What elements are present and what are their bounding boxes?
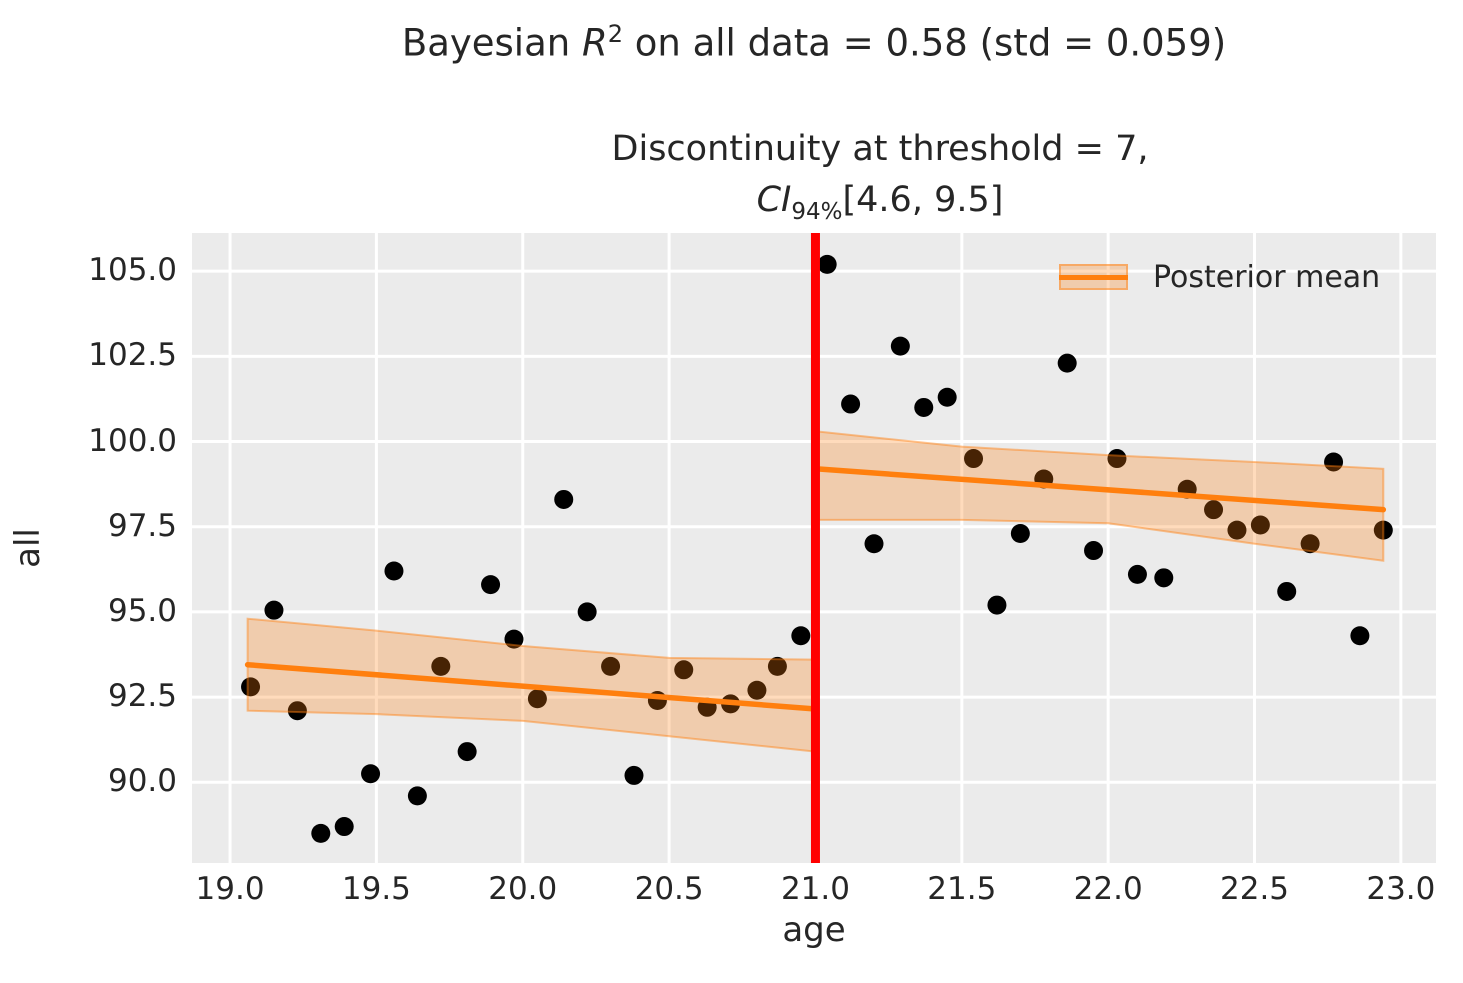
scatter-point	[264, 600, 284, 620]
scatter-point	[841, 394, 861, 414]
scatter-point	[334, 817, 354, 837]
scatter-point	[964, 449, 984, 469]
legend-band-swatch	[1059, 264, 1128, 290]
x-tick-label: 19.0	[195, 871, 265, 907]
legend-label: Posterior mean	[1153, 259, 1381, 295]
scatter-point	[554, 489, 574, 509]
legend-line-swatch	[1059, 274, 1128, 280]
scatter-point	[767, 656, 787, 676]
scatter-point	[747, 680, 767, 700]
title-prefix: Bayesian	[401, 21, 582, 65]
scatter-point	[311, 823, 331, 843]
ci-band-right	[814, 430, 1385, 562]
scatter-point	[601, 656, 621, 676]
axes-title: Discontinuity at threshold = 7, CI94%[4.…	[258, 124, 1463, 229]
scatter-point	[791, 626, 811, 646]
x-tick-label: 22.0	[1073, 871, 1143, 907]
y-tick-label: 92.5	[107, 678, 177, 715]
x-tick-label: 20.0	[488, 871, 558, 907]
scatter-point	[527, 689, 547, 709]
scatter-point	[1227, 520, 1247, 540]
scatter-point	[361, 764, 381, 784]
scatter-point	[1107, 449, 1127, 469]
subtitle-line1: Discontinuity at threshold = 7,	[611, 129, 1149, 169]
scatter-point	[1300, 534, 1320, 554]
posterior-mean-left	[244, 661, 819, 712]
scatter-point	[407, 786, 427, 806]
scatter-point	[1154, 568, 1174, 588]
scatter-point	[937, 387, 957, 407]
subtitle-ci-values: [4.6, 9.5]	[842, 179, 1004, 220]
scatter-point	[1277, 581, 1297, 601]
scatter-point	[241, 677, 261, 697]
scatter-point	[1250, 515, 1270, 535]
scatter-point	[624, 765, 644, 785]
figure-title: Bayesian R2 on all data = 0.58 (std = 0.…	[192, 20, 1436, 64]
y-tick-label: 100.0	[88, 422, 177, 459]
x-tick-label: 21.0	[780, 871, 850, 907]
scatter-point	[890, 336, 910, 356]
scatter-point	[577, 602, 597, 622]
scatter-point	[1324, 452, 1344, 472]
x-tick-label: 21.5	[927, 871, 997, 907]
scatter-point	[914, 397, 934, 417]
subtitle-line2: CI94%[4.6, 9.5]	[258, 175, 1463, 229]
scatter-point	[1127, 564, 1147, 584]
scatter-point	[1350, 626, 1370, 646]
scatter-point	[287, 701, 307, 721]
y-tick-label: 95.0	[107, 592, 177, 629]
x-axis-label: age	[782, 910, 846, 950]
y-tick-label: 102.5	[88, 337, 177, 374]
x-tick-label: 23.0	[1366, 871, 1436, 907]
y-tick-label: 90.0	[107, 763, 177, 800]
title-math-sup: 2	[607, 20, 623, 48]
legend: Posterior mean	[1059, 258, 1380, 296]
scatter-point	[1204, 500, 1224, 520]
scatter-point	[1057, 353, 1077, 373]
x-tick-label: 20.5	[634, 871, 704, 907]
scatter-point	[1084, 541, 1104, 561]
scatter-point	[504, 629, 524, 649]
x-tick-label: 19.5	[341, 871, 411, 907]
subtitle-ci-sub: 94%	[791, 198, 843, 225]
title-math-var: R	[581, 21, 608, 65]
scatter-point	[1373, 520, 1393, 540]
y-tick-label: 97.5	[107, 507, 177, 544]
scatter-point	[1010, 524, 1030, 544]
plot-area	[192, 233, 1436, 863]
x-tick-label: 22.5	[1220, 871, 1290, 907]
scatter-point	[864, 534, 884, 554]
scatter-point	[457, 742, 477, 762]
scatter-point	[431, 656, 451, 676]
posterior-mean-right	[812, 466, 1387, 513]
y-tick-label: 105.0	[88, 252, 177, 289]
scatter-point	[481, 575, 501, 595]
scatter-point	[817, 254, 837, 274]
scatter-point	[674, 660, 694, 680]
scatter-point	[384, 561, 404, 581]
title-suffix: on all data = 0.58 (std = 0.059)	[622, 21, 1227, 65]
subtitle-ci-var: CI	[756, 179, 792, 220]
scatter-point	[987, 595, 1007, 615]
